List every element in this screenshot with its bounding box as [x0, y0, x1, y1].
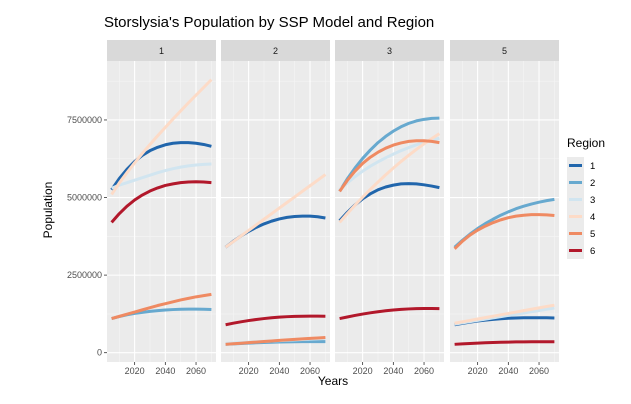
series-line-region-4 [110, 78, 213, 196]
facet-panel-2: 2 [221, 40, 330, 362]
x-tick-label: 2040 [155, 366, 175, 376]
facet-panel-5: 5 [450, 40, 559, 362]
x-tick-label: 2020 [468, 366, 488, 376]
legend-item-1: 1 [567, 157, 595, 174]
legend-label: 4 [590, 212, 595, 223]
legend-label: 3 [590, 195, 595, 206]
y-tick-label: 2500000 [67, 270, 102, 280]
series-line-region-6 [225, 314, 326, 327]
x-tick-label: 2040 [383, 366, 403, 376]
facet-strip-label: 5 [502, 46, 507, 56]
legend-item-2: 2 [567, 174, 595, 191]
facet-panel-3: 3 [335, 40, 444, 362]
legend-label: 1 [590, 161, 595, 172]
x-axis-title: Years [318, 374, 348, 388]
y-tick-label: 7500000 [67, 115, 102, 125]
legend-items: 1 2 3 4 5 6 [567, 157, 595, 259]
facet-strip-5 [450, 40, 559, 61]
facet-strip-label: 1 [159, 46, 164, 56]
panel-background [450, 61, 559, 362]
series-line-region-3 [338, 136, 440, 191]
chart-title: Storslysia's Population by SSP Model and… [104, 14, 434, 31]
series-line-region-2 [338, 116, 440, 193]
facet-strip-2 [221, 40, 330, 61]
x-tick-label: 2060 [529, 366, 549, 376]
legend-item-4: 4 [567, 208, 595, 225]
x-tick-label: 2040 [269, 366, 289, 376]
x-tick-label: 2020 [125, 366, 145, 376]
series-line-region-1 [110, 141, 212, 191]
x-tick-label: 2020 [239, 366, 259, 376]
facet-strip-label: 2 [273, 46, 278, 56]
legend-label: 5 [590, 229, 595, 240]
facet-strip-1 [107, 40, 216, 61]
facet-panels: 1 2 3 5 [107, 40, 559, 362]
series-line-region-6 [454, 340, 555, 346]
series-line-region-6 [110, 180, 212, 224]
series-line-region-4 [454, 303, 555, 325]
legend-title: Region [567, 136, 605, 150]
series-line-region-6 [339, 306, 440, 321]
y-axis-title: Population [41, 182, 55, 239]
legend: Region 1 2 3 4 5 6 [567, 136, 605, 259]
series-line-region-5 [338, 139, 440, 193]
legend-item-3: 3 [567, 191, 595, 208]
legend-item-5: 5 [567, 225, 595, 242]
y-tick-label: 0 [97, 348, 102, 358]
facet-panel-1: 1 [107, 40, 216, 362]
x-tick-label: 2060 [414, 366, 434, 376]
series-line-region-3 [111, 162, 212, 190]
legend-label: 6 [590, 246, 595, 257]
x-tick-label: 2060 [300, 366, 320, 376]
series-line-region-5 [225, 335, 326, 346]
x-tick-label: 2020 [353, 366, 373, 376]
facet-strip-3 [335, 40, 444, 61]
y-axis: 0 2500000 5000000 7500000 [67, 115, 107, 358]
legend-label: 2 [590, 178, 595, 189]
series-line-region-4 [338, 132, 441, 224]
x-axis: 2020 2040 2060 2020 2040 2060 2020 2040 2060 2020… [125, 362, 549, 376]
series-line-region-5 [111, 292, 212, 321]
y-tick-label: 5000000 [67, 193, 102, 203]
legend-item-6: 6 [567, 242, 595, 259]
facet-strip-label: 3 [387, 46, 392, 56]
x-tick-label: 2040 [498, 366, 518, 376]
series-line-region-5 [453, 213, 555, 250]
x-tick-label: 2060 [186, 366, 206, 376]
series-line-region-4 [224, 173, 327, 249]
